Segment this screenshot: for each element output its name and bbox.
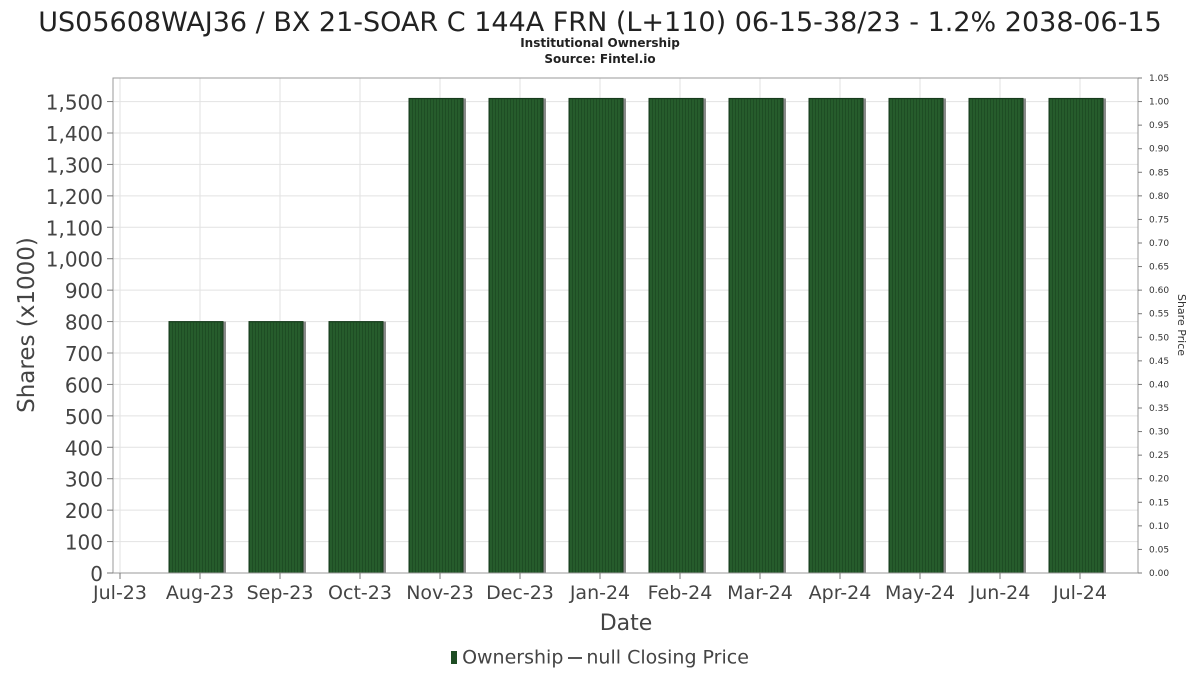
x-tick-label: Jan-24 bbox=[569, 582, 630, 604]
x-tick-label: Apr-24 bbox=[809, 582, 872, 604]
y2-tick-label: 0.70 bbox=[1149, 239, 1169, 249]
y-tick-label: 100 bbox=[65, 531, 103, 555]
bars bbox=[168, 97, 1106, 574]
bar-body bbox=[808, 97, 864, 574]
y2-tick-label: 0.00 bbox=[1149, 569, 1169, 579]
x-tick-label: May-24 bbox=[885, 582, 955, 604]
x-tick-label: Feb-24 bbox=[648, 582, 713, 604]
y2-tick-label: 0.95 bbox=[1149, 121, 1169, 131]
x-tick-label: Nov-23 bbox=[406, 582, 474, 604]
bar-body bbox=[248, 321, 304, 574]
y-axis-label: Shares (x1000) bbox=[14, 237, 40, 413]
y-tick-label: 1,500 bbox=[46, 91, 103, 115]
y-tick-label: 600 bbox=[65, 373, 103, 397]
y-tick-label: 400 bbox=[65, 436, 103, 460]
bar-body bbox=[728, 97, 784, 574]
ownership-bar bbox=[808, 97, 866, 574]
ownership-legend-swatch bbox=[451, 651, 458, 664]
y-tick-label: 800 bbox=[65, 311, 103, 335]
y2-tick-label: 0.15 bbox=[1149, 498, 1169, 508]
bar-body bbox=[488, 97, 544, 574]
y-tick-label: 1,100 bbox=[46, 216, 103, 240]
x-tick-label: Jul-23 bbox=[92, 582, 147, 604]
y2-tick-label: 0.65 bbox=[1149, 263, 1169, 273]
chart-legend: Ownership null Closing Price bbox=[0, 646, 1200, 669]
y2-tick-label: 0.35 bbox=[1149, 404, 1169, 414]
y-tick-label: 1,000 bbox=[46, 248, 103, 272]
y-axis-ticks: 0 100 200 300 400 500 600 700 800 900 1,000 1,100 1,… bbox=[46, 91, 113, 586]
y2-tick-label: 0.90 bbox=[1149, 145, 1169, 155]
y2-axis-ticks: 0.00 0.05 0.10 0.15 0.20 0.25 0.30 0.35 0.40 0.45… bbox=[1138, 74, 1169, 579]
ownership-bar bbox=[168, 321, 226, 574]
x-tick-label: Dec-23 bbox=[486, 582, 554, 604]
x-tick-label: Jun-24 bbox=[969, 582, 1031, 604]
legend-label-closing-price: null Closing Price bbox=[586, 646, 749, 669]
ownership-bar bbox=[568, 97, 626, 574]
y-tick-label: 1,200 bbox=[46, 185, 103, 209]
y2-tick-label: 1.00 bbox=[1149, 98, 1169, 108]
y2-tick-label: 0.25 bbox=[1149, 451, 1169, 461]
closing-price-legend-line bbox=[568, 656, 583, 659]
y-tick-label: 0 bbox=[90, 562, 103, 586]
bar-body bbox=[568, 97, 624, 574]
y-tick-label: 200 bbox=[65, 499, 103, 523]
x-tick-label: Jul-24 bbox=[1052, 582, 1107, 604]
bar-body bbox=[1048, 97, 1104, 574]
y-tick-label: 500 bbox=[65, 405, 103, 429]
ownership-bar bbox=[328, 321, 386, 574]
y2-tick-label: 0.30 bbox=[1149, 428, 1169, 438]
x-tick-label: Aug-23 bbox=[166, 582, 234, 604]
y-tick-label: 900 bbox=[65, 279, 103, 303]
y2-tick-label: 0.55 bbox=[1149, 310, 1169, 320]
y2-tick-label: 0.40 bbox=[1149, 380, 1169, 390]
y-tick-label: 300 bbox=[65, 468, 103, 492]
x-axis-ticks: Jul-23 Aug-23 Sep-23 Oct-23 Nov-23 Dec-23 Jan-… bbox=[92, 573, 1107, 604]
bar-body bbox=[968, 97, 1024, 574]
x-axis-label: Date bbox=[600, 611, 653, 636]
y2-tick-label: 0.85 bbox=[1149, 168, 1169, 178]
legend-label-ownership: Ownership bbox=[462, 646, 564, 669]
x-tick-label: Oct-23 bbox=[328, 582, 392, 604]
y2-tick-label: 1.05 bbox=[1149, 74, 1169, 84]
y2-tick-label: 0.60 bbox=[1149, 286, 1169, 296]
ownership-bar bbox=[408, 97, 466, 574]
ownership-bar bbox=[968, 97, 1026, 574]
x-tick-label: Mar-24 bbox=[727, 582, 793, 604]
ownership-bar bbox=[728, 97, 786, 574]
y2-axis-label: Share Price bbox=[1175, 294, 1188, 356]
y2-tick-label: 0.50 bbox=[1149, 333, 1169, 343]
ownership-bar bbox=[248, 321, 306, 574]
ownership-bar bbox=[648, 97, 706, 574]
chart-source: Source: Fintel.io bbox=[544, 52, 655, 66]
y2-tick-label: 0.45 bbox=[1149, 357, 1169, 367]
bar-body bbox=[328, 321, 384, 574]
x-tick-label: Sep-23 bbox=[247, 582, 314, 604]
chart-subtitle: Institutional Ownership bbox=[520, 36, 680, 50]
plot-frame bbox=[112, 77, 1139, 574]
y2-tick-label: 0.20 bbox=[1149, 475, 1169, 485]
bar-body bbox=[408, 97, 464, 574]
ownership-bar bbox=[888, 97, 946, 574]
y2-tick-label: 0.75 bbox=[1149, 215, 1169, 225]
y-tick-label: 1,300 bbox=[46, 153, 103, 177]
bar-body bbox=[168, 321, 224, 574]
y-tick-label: 1,400 bbox=[46, 122, 103, 146]
ownership-bar bbox=[488, 97, 546, 574]
bar-body bbox=[888, 97, 944, 574]
y-tick-label: 700 bbox=[65, 342, 103, 366]
y2-tick-label: 0.10 bbox=[1149, 522, 1169, 532]
chart-title: US05608WAJ36 / BX 21-SOAR C 144A FRN (L+… bbox=[38, 7, 1161, 38]
ownership-bar bbox=[1048, 97, 1106, 574]
y2-tick-label: 0.80 bbox=[1149, 192, 1169, 202]
y2-tick-label: 0.05 bbox=[1149, 545, 1169, 555]
